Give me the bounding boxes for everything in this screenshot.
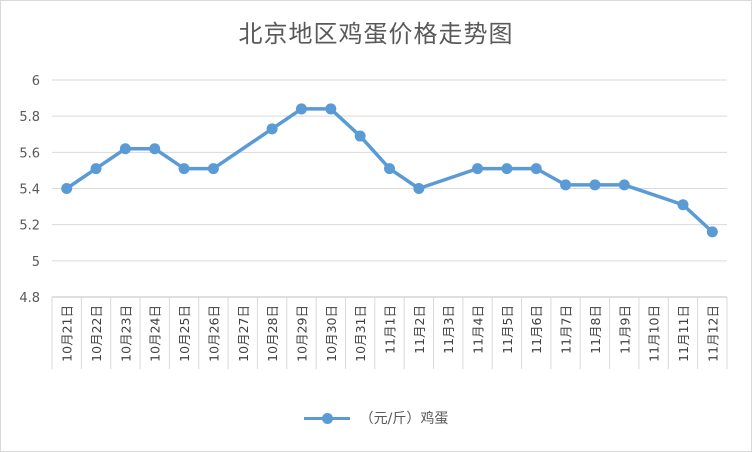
x-category-label: 10月22日 xyxy=(89,305,104,362)
data-point xyxy=(149,143,161,155)
x-category-label: 10月24日 xyxy=(148,305,163,362)
x-category-label: 10月31日 xyxy=(353,305,368,362)
y-tick-label: 5 xyxy=(32,255,40,270)
data-point xyxy=(413,183,425,194)
x-category-label: 10月27日 xyxy=(236,305,251,362)
x-category-label: 11月12日 xyxy=(705,305,720,362)
data-point xyxy=(677,199,689,211)
data-point xyxy=(295,103,307,115)
x-category-label: 11月10日 xyxy=(647,305,662,362)
x-category-label: 10月21日 xyxy=(60,305,75,362)
data-point xyxy=(207,163,219,175)
chart-title: 北京地区鸡蛋价格走势图 xyxy=(238,20,514,48)
legend: （元/斤）鸡蛋 xyxy=(0,408,752,428)
data-point xyxy=(501,163,513,175)
x-category-label: 11月1日 xyxy=(383,305,398,354)
data-point xyxy=(384,163,395,175)
data-point xyxy=(119,143,131,155)
x-category-label: 11月4日 xyxy=(471,305,486,354)
x-category-label: 10月25日 xyxy=(177,305,192,362)
y-tick-label: 5.6 xyxy=(19,146,40,161)
y-tick-label: 6 xyxy=(32,74,40,89)
data-point xyxy=(472,163,484,175)
x-category-label: 11月3日 xyxy=(441,305,456,354)
x-category-label: 10月23日 xyxy=(118,305,133,362)
data-point xyxy=(530,163,542,175)
y-tick-label: 5.4 xyxy=(19,183,40,198)
data-point xyxy=(706,226,718,238)
x-category-label: 11月5日 xyxy=(500,305,515,354)
y-tick-label: 4.8 xyxy=(19,291,40,306)
data-point xyxy=(560,179,572,191)
x-category-label: 11月7日 xyxy=(559,305,574,354)
data-point xyxy=(266,123,278,135)
x-category-label: 10月30日 xyxy=(324,305,339,362)
x-category-label: 11月9日 xyxy=(617,305,632,354)
x-category-label: 11月6日 xyxy=(529,305,544,354)
data-point xyxy=(354,130,366,142)
x-category-label: 10月26日 xyxy=(206,305,221,362)
y-tick-label: 5.8 xyxy=(19,110,40,125)
legend-label: （元/斤）鸡蛋 xyxy=(359,411,449,427)
x-category-label: 11月11日 xyxy=(676,305,691,362)
data-point xyxy=(90,163,102,175)
data-point xyxy=(589,179,601,191)
x-category-label: 10月28日 xyxy=(265,305,280,362)
y-tick-label: 5.2 xyxy=(19,219,40,234)
legend-line-marker-icon xyxy=(303,411,350,425)
data-point xyxy=(61,183,73,194)
x-category-label: 10月29日 xyxy=(294,305,309,362)
x-category-label: 11月2日 xyxy=(412,305,427,354)
data-point xyxy=(618,179,630,191)
data-point xyxy=(178,163,190,175)
x-category-label: 11月8日 xyxy=(588,305,603,354)
data-point xyxy=(325,103,337,115)
